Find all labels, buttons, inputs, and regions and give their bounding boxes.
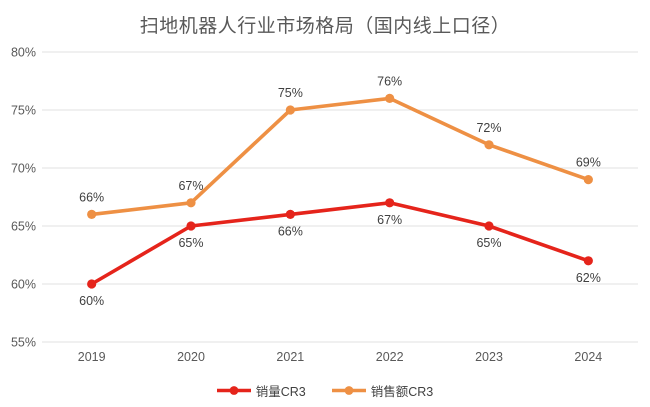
legend-line-marker-icon (331, 386, 366, 395)
x-axis-tick-label: 2022 (376, 350, 404, 364)
data-label: 65% (476, 236, 501, 250)
y-axis-tick-label: 65% (11, 220, 36, 234)
y-axis-tick-label: 80% (11, 46, 36, 60)
series-marker-销售额CR3 (583, 175, 593, 185)
x-axis-tick-label: 2023 (475, 350, 503, 364)
chart-legend: 销量CR3 销售额CR3 (0, 381, 650, 400)
legend-label: 销售额CR3 (370, 385, 434, 399)
series-marker-销量CR3 (583, 256, 593, 266)
x-axis-tick-label: 2020 (177, 350, 205, 364)
data-label: 72% (476, 121, 501, 135)
series-marker-销售额CR3 (285, 105, 295, 115)
chart-title: 扫地机器人行业市场格局（国内线上口径） (139, 16, 511, 37)
y-axis-tick-label: 60% (11, 278, 36, 292)
data-label: 66% (278, 224, 303, 238)
data-label: 69% (576, 156, 601, 170)
y-axis-tick-label: 55% (11, 336, 36, 350)
series-marker-销售额CR3 (385, 93, 395, 103)
data-label: 67% (178, 179, 203, 193)
data-label: 62% (576, 271, 601, 285)
data-label: 66% (79, 190, 104, 204)
data-label: 75% (278, 86, 303, 100)
series-marker-销量CR3 (385, 198, 395, 208)
x-axis-tick-label: 2024 (574, 350, 602, 364)
series-line-销量CR3 (89, 201, 591, 286)
legend-line-marker-icon (216, 386, 251, 395)
x-axis-tick-label: 2021 (276, 350, 304, 364)
legend-label: 销量CR3 (255, 385, 306, 399)
series-marker-销量CR3 (285, 209, 295, 219)
series-marker-销量CR3 (484, 221, 494, 231)
legend-item-销售额CR3: 销售额CR3 (331, 381, 434, 400)
data-label: 60% (79, 294, 104, 308)
series-line-销售额CR3 (89, 96, 591, 217)
data-label: 76% (377, 74, 402, 88)
data-label: 67% (377, 213, 402, 227)
series-marker-销量CR3 (87, 279, 97, 289)
legend-item-销量CR3: 销量CR3 (216, 381, 306, 400)
series-marker-销量CR3 (186, 221, 196, 231)
data-label: 65% (178, 236, 203, 250)
series-marker-销售额CR3 (484, 140, 494, 150)
series-marker-销售额CR3 (87, 209, 97, 219)
x-axis-tick-label: 2019 (78, 350, 106, 364)
y-axis-tick-label: 75% (11, 104, 36, 118)
y-axis-tick-label: 70% (11, 162, 36, 176)
series-marker-销售额CR3 (186, 198, 196, 208)
